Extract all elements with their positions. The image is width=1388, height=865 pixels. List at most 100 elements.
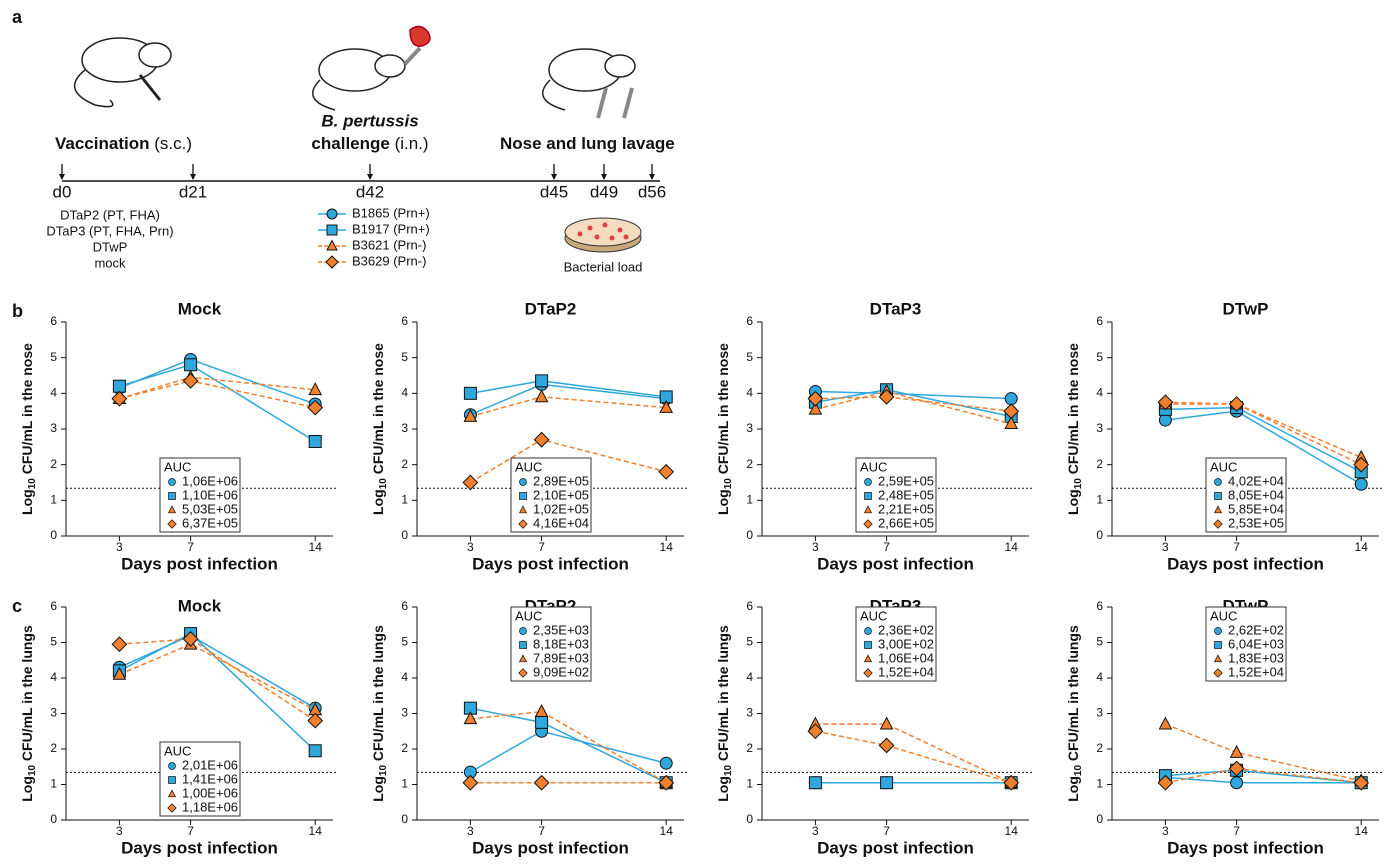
marker xyxy=(1231,777,1243,789)
auc-value: 2,10E+05 xyxy=(533,487,589,502)
marker xyxy=(185,359,197,371)
y-tick-label: 6 xyxy=(746,314,753,328)
marker xyxy=(520,628,527,635)
x-tick-label: 3 xyxy=(467,824,474,838)
day-label: d49 xyxy=(590,182,618,201)
auc-value: 2,53E+05 xyxy=(1228,515,1284,530)
y-label-sub: 10 xyxy=(378,765,389,777)
x-tick-label: 7 xyxy=(538,540,545,554)
marker xyxy=(1215,493,1222,500)
y-label-sub: 10 xyxy=(27,765,38,777)
y-tick-label: 0 xyxy=(50,528,57,542)
x-tick-label: 3 xyxy=(467,540,474,554)
marker xyxy=(660,757,672,769)
y-label-sub: 10 xyxy=(1073,478,1084,490)
chart-title: Mock xyxy=(178,299,222,318)
arrow-head xyxy=(190,174,196,180)
auc-value: 1,02E+05 xyxy=(533,501,589,516)
y-tick-label: 1 xyxy=(746,777,753,791)
y-tick-label: 1 xyxy=(746,493,753,507)
marker xyxy=(169,763,176,770)
y-tick-label: 3 xyxy=(50,421,57,435)
x-axis-label: Days post infection xyxy=(817,554,974,573)
auc-value: 2,62E+02 xyxy=(1228,622,1284,637)
x-tick-label: 3 xyxy=(1162,824,1169,838)
event-label: Vaccination (s.c.) xyxy=(55,134,192,153)
marker xyxy=(881,718,893,729)
y-tick-label: 1 xyxy=(50,493,57,507)
marker xyxy=(169,777,176,784)
strain-label: B1865 (Prn+) xyxy=(352,205,430,220)
auc-value: 1,06E+04 xyxy=(878,650,934,665)
x-tick-label: 7 xyxy=(187,824,194,838)
petri-dish xyxy=(565,218,641,252)
event-bold: Vaccination xyxy=(55,134,149,153)
y-axis-label: Log10 CFU/mL in the nose xyxy=(19,343,38,515)
y-tick-label: 4 xyxy=(401,386,408,400)
auc-title: AUC xyxy=(860,459,887,474)
marker xyxy=(520,642,527,649)
y-tick-label: 0 xyxy=(401,812,408,826)
marker xyxy=(536,705,548,716)
marker xyxy=(113,380,125,392)
auc-value: 2,36E+02 xyxy=(878,622,934,637)
auc-value: 2,01E+06 xyxy=(182,757,238,772)
event-italic: B. pertussis xyxy=(321,111,418,130)
y-label-part: CFU/mL in the nose xyxy=(370,343,386,478)
series-line xyxy=(815,397,1011,411)
y-tick-label: 2 xyxy=(1096,741,1103,755)
y-axis-label: Log10 CFU/mL in the lungs xyxy=(370,625,389,802)
y-tick-label: 2 xyxy=(746,457,753,471)
arrow-head xyxy=(367,174,373,180)
y-tick-label: 0 xyxy=(746,528,753,542)
y-tick-label: 6 xyxy=(401,314,408,328)
y-label-part: Log xyxy=(715,489,731,515)
auc-value: 1,00E+06 xyxy=(182,785,238,800)
y-axis-label: Log10 CFU/mL in the lungs xyxy=(1065,625,1084,802)
y-tick-label: 5 xyxy=(401,350,408,364)
marker xyxy=(879,738,893,752)
strain-label: B3629 (Prn-) xyxy=(352,253,426,268)
marker xyxy=(326,256,338,268)
x-axis-label: Days post infection xyxy=(121,838,278,857)
auc-title: AUC xyxy=(515,608,542,623)
y-tick-label: 2 xyxy=(50,457,57,471)
auc-value: 5,85E+04 xyxy=(1228,501,1284,516)
x-tick-label: 7 xyxy=(1233,824,1240,838)
series-line xyxy=(815,731,1011,782)
y-tick-label: 3 xyxy=(1096,421,1103,435)
auc-value: 2,66E+05 xyxy=(878,515,934,530)
auc-title: AUC xyxy=(860,608,887,623)
y-label-sub: 10 xyxy=(723,478,734,490)
marker xyxy=(463,776,477,790)
vaccine: DTaP2 (PT, FHA) xyxy=(60,207,160,222)
chart-title: DTaP3 xyxy=(870,299,922,318)
y-axis-label: Log10 CFU/mL in the nose xyxy=(370,343,389,515)
y-tick-label: 2 xyxy=(401,457,408,471)
marker xyxy=(534,776,548,790)
event-label: Nose and lung lavage xyxy=(500,134,675,153)
series-line xyxy=(470,397,666,417)
series-line xyxy=(1165,769,1361,783)
marker xyxy=(865,479,872,486)
auc-value: 1,10E+06 xyxy=(182,487,238,502)
mouse-vaccination xyxy=(75,38,171,107)
y-tick-label: 4 xyxy=(50,670,57,684)
y-label-sub: 10 xyxy=(1073,765,1084,777)
marker xyxy=(1215,628,1222,635)
arrow-head xyxy=(59,174,65,180)
y-label-sub: 10 xyxy=(27,478,38,490)
series-line xyxy=(470,708,666,783)
y-tick-label: 0 xyxy=(401,528,408,542)
marker xyxy=(534,433,548,447)
marker xyxy=(463,475,477,489)
y-tick-label: 1 xyxy=(50,777,57,791)
marker xyxy=(327,209,337,219)
marker xyxy=(520,493,527,500)
y-label-part: Log xyxy=(19,776,35,802)
auc-value: 2,59E+05 xyxy=(878,473,934,488)
y-tick-label: 0 xyxy=(50,812,57,826)
series-line xyxy=(1165,404,1361,458)
auc-value: 8,18E+03 xyxy=(533,636,589,651)
auc-value: 2,48E+05 xyxy=(878,487,934,502)
